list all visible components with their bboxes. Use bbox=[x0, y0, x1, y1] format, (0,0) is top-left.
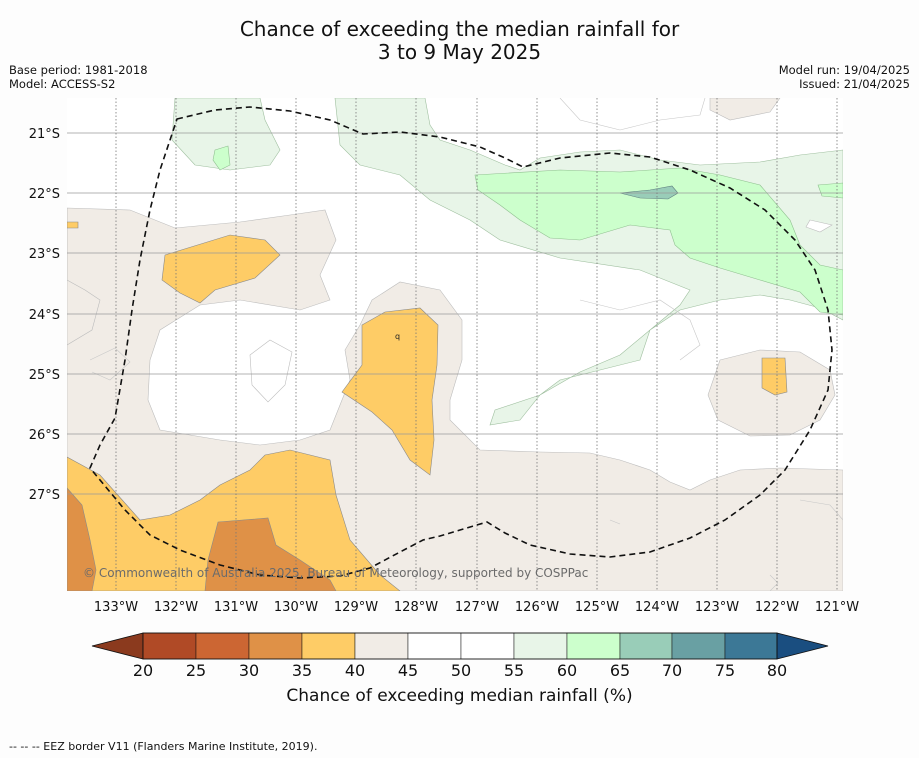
model-run: Model run: 19/04/2025 bbox=[778, 63, 910, 77]
lon-label: 127°W bbox=[455, 600, 499, 615]
colorbar-bin bbox=[195, 632, 250, 660]
title-line-1: Chance of exceeding the median rainfall … bbox=[239, 17, 680, 41]
lon-labels: 133°W 132°W 131°W 130°W 129°W 128°W 127°… bbox=[94, 600, 859, 615]
lat-labels: 21°S 22°S 23°S 24°S 25°S 26°S 27°S bbox=[29, 127, 60, 503]
title-line-2: 3 to 9 May 2025 bbox=[377, 40, 542, 64]
lon-label: 128°W bbox=[394, 600, 438, 615]
colorbar-tick: 35 bbox=[292, 661, 312, 680]
eez-border bbox=[89, 106, 833, 579]
colorbar-label: Chance of exceeding median rainfall (%) bbox=[286, 686, 633, 706]
meta-right: Model run: 19/04/2025 Issued: 21/04/2025 bbox=[779, 63, 910, 91]
lat-label: 27°S bbox=[29, 488, 60, 503]
rainfall-map: q © Commonwealth of Australia 2025, Bure… bbox=[29, 98, 859, 680]
colorbar-tick: 40 bbox=[345, 661, 365, 680]
colorbar-upper-extension bbox=[776, 632, 829, 660]
colorbar bbox=[91, 632, 829, 660]
colorbar-tick: 55 bbox=[504, 661, 524, 680]
colorbar-tick: 80 bbox=[767, 661, 787, 680]
lon-label: 131°W bbox=[214, 600, 258, 615]
base-period: Base period: 1981-2018 bbox=[9, 63, 148, 77]
lon-label: 123°W bbox=[695, 600, 739, 615]
colorbar-tick: 30 bbox=[239, 661, 259, 680]
map-title: Chance of exceeding the median rainfall … bbox=[0, 18, 919, 64]
colorbar-frame bbox=[142, 632, 778, 660]
lon-label: 124°W bbox=[635, 600, 679, 615]
model-name: Model: ACCESS-S2 bbox=[9, 77, 116, 91]
colorbar-lower-extension bbox=[91, 632, 144, 660]
colorbar-bin bbox=[566, 632, 621, 660]
lat-gridlines bbox=[67, 132, 843, 495]
lon-label: 130°W bbox=[274, 600, 318, 615]
colorbar-tick: 50 bbox=[451, 661, 471, 680]
meta-left: Base period: 1981-2018 Model: ACCESS-S2 bbox=[9, 63, 148, 91]
colorbar-tick: 25 bbox=[186, 661, 206, 680]
colorbar-tick: 20 bbox=[133, 661, 153, 680]
lat-label: 24°S bbox=[29, 308, 60, 323]
colorbar-tick: 65 bbox=[610, 661, 630, 680]
colorbar-bin bbox=[460, 632, 515, 660]
colorbar-bin bbox=[407, 632, 462, 660]
graticule bbox=[67, 98, 843, 591]
lon-label: 132°W bbox=[154, 600, 198, 615]
field-35-40 bbox=[67, 487, 337, 591]
colorbar-tick: 45 bbox=[398, 661, 418, 680]
map-fields: q © Commonwealth of Australia 2025, Bure… bbox=[67, 98, 843, 591]
lon-label: 133°W bbox=[94, 600, 138, 615]
lon-label: 121°W bbox=[815, 600, 859, 615]
colorbar-bin bbox=[513, 632, 568, 660]
colorbar-bin bbox=[301, 632, 356, 660]
colorbar-bin bbox=[619, 632, 673, 660]
colorbar-bin bbox=[354, 632, 409, 660]
eez-footnote: -- -- -- EEZ border V11 (Flanders Marine… bbox=[9, 740, 318, 753]
lon-label: 122°W bbox=[755, 600, 799, 615]
issued-date: Issued: 21/04/2025 bbox=[799, 77, 910, 91]
colorbar-tick: 60 bbox=[557, 661, 577, 680]
colorbar-bin bbox=[142, 632, 197, 660]
colorbar-tick: 75 bbox=[715, 661, 735, 680]
lat-label: 23°S bbox=[29, 247, 60, 262]
lon-label: 129°W bbox=[334, 600, 378, 615]
colorbar-bin bbox=[248, 632, 303, 660]
colorbar-bin bbox=[724, 632, 778, 660]
copyright-text: © Commonwealth of Australia 2025, Bureau… bbox=[83, 566, 588, 580]
lat-label: 21°S bbox=[29, 127, 60, 142]
contour-lines bbox=[89, 98, 843, 591]
colorbar-ticks: 20 25 30 35 40 45 50 55 60 65 70 75 80 bbox=[133, 661, 787, 680]
lat-label: 26°S bbox=[29, 428, 60, 443]
lat-label: 22°S bbox=[29, 187, 60, 202]
colorbar-tick: 70 bbox=[662, 661, 682, 680]
lon-label: 126°W bbox=[515, 600, 559, 615]
lon-label: 125°W bbox=[575, 600, 619, 615]
lon-gridlines bbox=[115, 98, 838, 591]
lat-label: 25°S bbox=[29, 368, 60, 383]
colorbar-bin bbox=[671, 632, 726, 660]
field-holes bbox=[249, 219, 833, 403]
contour-label: q bbox=[395, 332, 400, 341]
